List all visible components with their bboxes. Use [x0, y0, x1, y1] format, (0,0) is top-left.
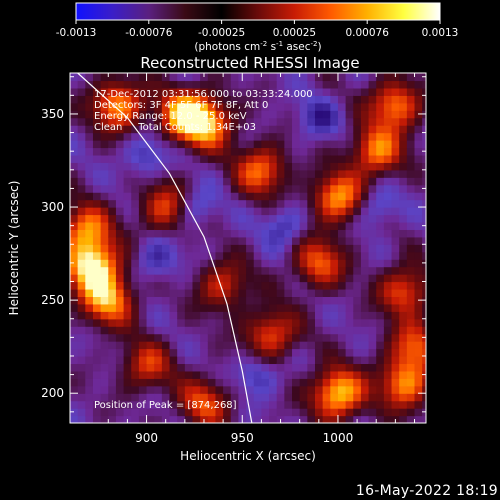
heatmap-cells [70, 73, 426, 423]
colorbar-ticks: -0.0013 -0.00076 -0.00025 0.00025 0.00076 0.0… [56, 20, 459, 39]
footer-date: 16-May-2022 18:19 [355, 483, 498, 499]
annotation-clean: Clean Total Counts: 1.34E+03 [94, 122, 256, 133]
y-axis-label: Heliocentric Y (arcsec) [7, 181, 21, 316]
x-tick-label: 950 [231, 431, 254, 445]
annotation-detectors: Detectors: 3F 4F 5F 6F 7F 8F, Att 0 [94, 100, 268, 111]
colorbar-units: (photons cm-2 s-1 asec-2) [194, 40, 321, 53]
plot-frame [69, 72, 427, 424]
colorbar-tick-label: 0.00025 [273, 27, 316, 39]
y-tick-label: 250 [41, 293, 64, 307]
annotation-time-range: 17-Dec-2012 03:31:56.000 to 03:33:24.000 [94, 89, 313, 100]
colorbar-tick-label: -0.0013 [56, 27, 97, 39]
colorbar-tick-label: -0.00025 [198, 27, 245, 39]
y-tick-label: 200 [41, 386, 64, 400]
y-tick-label: 300 [41, 200, 64, 214]
colorbar-tick-label: -0.00076 [125, 27, 173, 39]
colorbar [75, 2, 441, 21]
annotation-peak: Position of Peak = [874,268] [94, 400, 237, 411]
x-tick-label: 1000 [323, 431, 354, 445]
y-tick-label: 350 [41, 107, 64, 121]
chart-title: Reconstructed RHESSI Image [140, 54, 359, 72]
solar-limb-curve [77, 73, 253, 423]
colorbar-tick-label: 0.0013 [422, 27, 459, 39]
axis-ticks: 900 950 1000 200 250 300 350 [41, 73, 426, 445]
x-axis-label: Heliocentric X (arcsec) [180, 449, 316, 463]
colorbar-tick-label: 0.00076 [345, 27, 389, 39]
x-tick-label: 900 [135, 431, 158, 445]
annotation-block: 17-Dec-2012 03:31:56.000 to 03:33:24.000… [94, 89, 313, 411]
annotation-energy: Energy Range: 12.0 - 25.0 keV [94, 111, 247, 122]
